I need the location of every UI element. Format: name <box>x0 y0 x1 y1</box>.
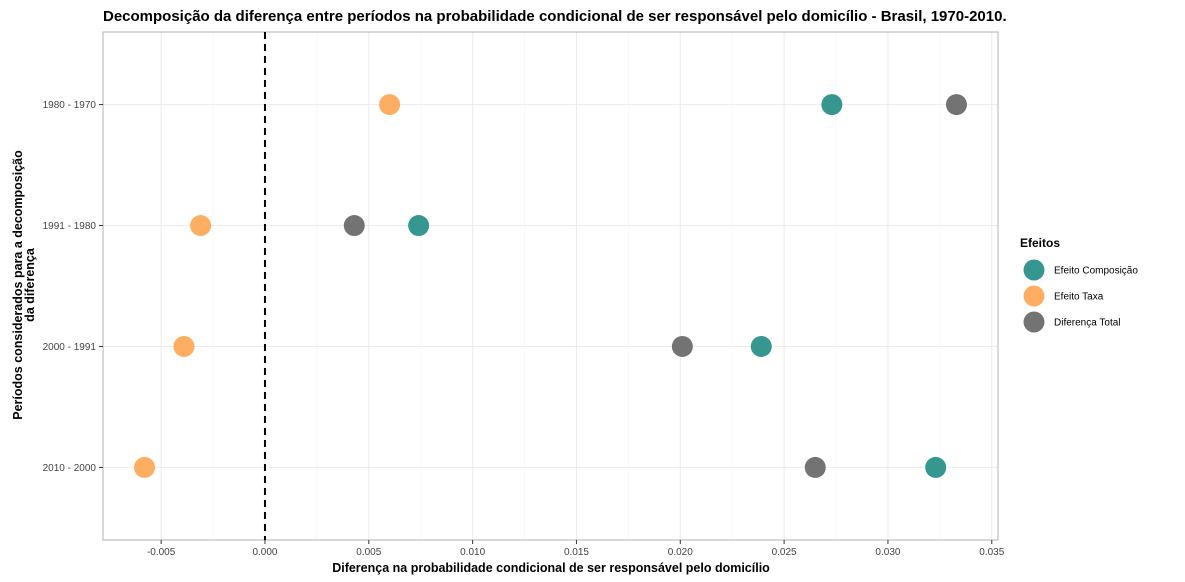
x-axis-title: Diferença na probabilidade condicional d… <box>332 561 770 575</box>
y-tick-label: 1980 - 1970 <box>43 100 97 111</box>
legend-key <box>1023 311 1045 333</box>
chart-title: Decomposição da diferença entre períodos… <box>103 8 1007 25</box>
point-diferen-a-total <box>671 335 693 357</box>
x-tick-label: 0.015 <box>564 547 589 558</box>
legend-label: Diferença Total <box>1054 318 1121 329</box>
x-tick-label: -0.005 <box>147 547 176 558</box>
x-tick-label: 0.000 <box>252 547 277 558</box>
point-efeito-composi-o <box>821 94 843 116</box>
panel-border <box>102 31 999 541</box>
point-efeito-taxa <box>379 94 401 116</box>
point-efeito-composi-o <box>925 456 947 478</box>
y-axis-title-line-1: Períodos considerados para a decomposiçã… <box>11 150 25 420</box>
data-points <box>134 94 967 478</box>
legend-title: Efeitos <box>1020 236 1060 250</box>
point-diferen-a-total <box>945 94 967 116</box>
point-efeito-taxa <box>134 456 156 478</box>
x-tick-label: 0.025 <box>772 547 797 558</box>
point-diferen-a-total <box>343 215 365 237</box>
point-efeito-composi-o <box>750 335 772 357</box>
x-axis-ticks: -0.005 0.000 0.005 0.010 0.015 0.020 0.025 0.03… <box>147 540 1005 558</box>
x-tick-label: 0.035 <box>979 547 1004 558</box>
point-efeito-taxa <box>173 335 195 357</box>
x-tick-label: 0.010 <box>460 547 485 558</box>
grid-major <box>103 32 998 540</box>
legend-key <box>1023 285 1045 307</box>
x-tick-label: 0.005 <box>356 547 381 558</box>
legend-label: Efeito Taxa <box>1054 292 1104 303</box>
point-diferen-a-total <box>804 456 826 478</box>
grid-minor <box>212 32 941 540</box>
legend: Efeitos Efeito Composição Efeito Taxa Dife… <box>1020 236 1138 333</box>
y-tick-label: 1991 - 1980 <box>43 221 97 232</box>
y-tick-label: 2010 - 2000 <box>43 463 97 474</box>
point-efeito-composi-o <box>408 215 430 237</box>
y-axis-ticks: 1980 - 1970 1991 - 1980 2000 - 1991 2010 - … <box>43 100 103 474</box>
point-efeito-taxa <box>190 215 212 237</box>
legend-key <box>1023 259 1045 281</box>
x-tick-label: 0.030 <box>875 547 900 558</box>
y-axis-title-line-2: da diferença <box>23 247 37 322</box>
y-tick-label: 2000 - 1991 <box>43 342 97 353</box>
y-axis-title: Períodos considerados para a decomposiçã… <box>11 150 37 420</box>
x-tick-label: 0.020 <box>668 547 693 558</box>
legend-label: Efeito Composição <box>1054 266 1138 277</box>
